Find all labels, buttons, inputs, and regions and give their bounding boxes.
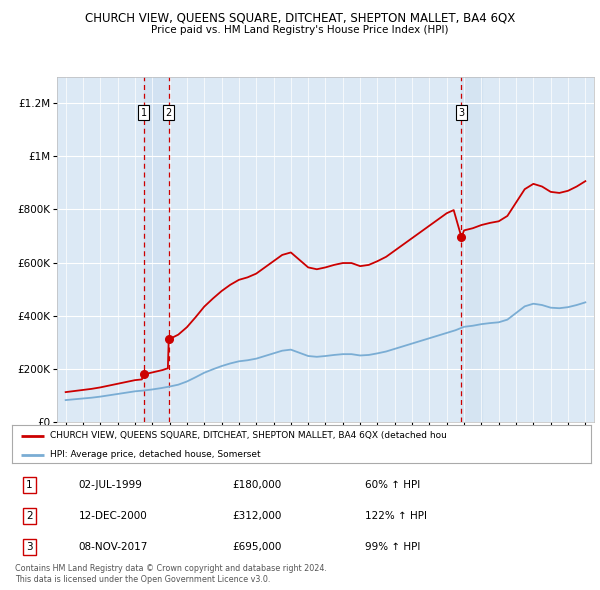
Text: Price paid vs. HM Land Registry's House Price Index (HPI): Price paid vs. HM Land Registry's House …: [151, 25, 449, 35]
Text: 3: 3: [458, 107, 464, 117]
Text: Contains HM Land Registry data © Crown copyright and database right 2024.: Contains HM Land Registry data © Crown c…: [15, 564, 327, 573]
Text: 2: 2: [26, 511, 32, 521]
Text: £312,000: £312,000: [232, 511, 281, 521]
Bar: [143, 77, 169, 422]
Text: 02-JUL-1999: 02-JUL-1999: [79, 480, 142, 490]
Text: 3: 3: [26, 542, 32, 552]
Text: 1: 1: [140, 107, 146, 117]
Text: HPI: Average price, detached house, Somerset: HPI: Average price, detached house, Some…: [50, 450, 260, 459]
Text: CHURCH VIEW, QUEENS SQUARE, DITCHEAT, SHEPTON MALLET, BA4 6QX: CHURCH VIEW, QUEENS SQUARE, DITCHEAT, SH…: [85, 12, 515, 25]
Bar: [461, 77, 482, 422]
Text: 99% ↑ HPI: 99% ↑ HPI: [365, 542, 421, 552]
Text: £695,000: £695,000: [232, 542, 281, 552]
Text: 08-NOV-2017: 08-NOV-2017: [79, 542, 148, 552]
Text: CHURCH VIEW, QUEENS SQUARE, DITCHEAT, SHEPTON MALLET, BA4 6QX (detached hou: CHURCH VIEW, QUEENS SQUARE, DITCHEAT, SH…: [50, 431, 446, 440]
Text: 60% ↑ HPI: 60% ↑ HPI: [365, 480, 421, 490]
Text: £180,000: £180,000: [232, 480, 281, 490]
Text: 2: 2: [166, 107, 172, 117]
Text: This data is licensed under the Open Government Licence v3.0.: This data is licensed under the Open Gov…: [15, 575, 271, 584]
Text: 1: 1: [26, 480, 32, 490]
Text: 122% ↑ HPI: 122% ↑ HPI: [365, 511, 427, 521]
Text: 12-DEC-2000: 12-DEC-2000: [79, 511, 148, 521]
